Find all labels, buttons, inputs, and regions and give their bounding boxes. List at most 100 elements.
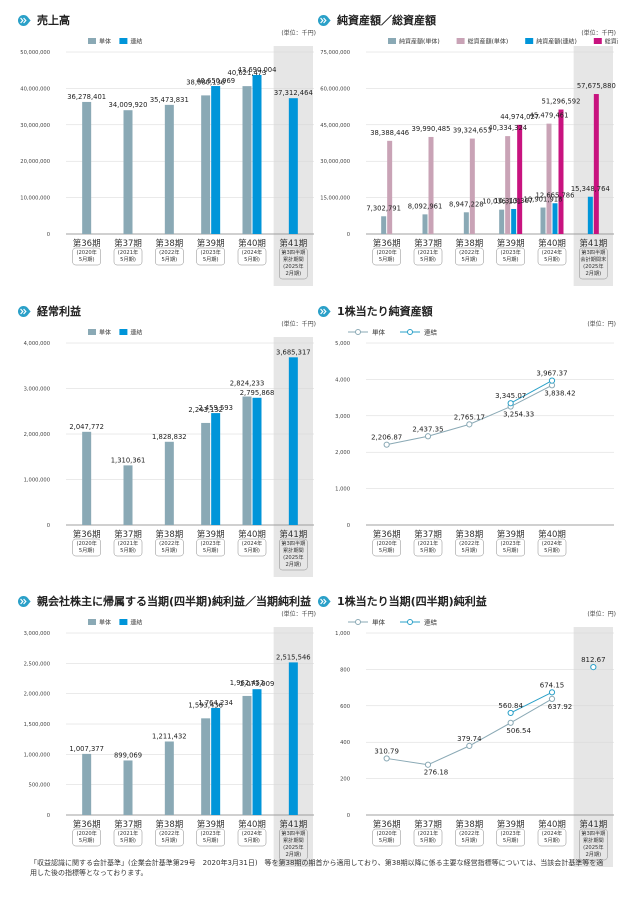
data-label-sales: 37,312,464	[274, 89, 313, 97]
x-tick-label: 第39期	[497, 529, 525, 540]
y-tick-label: 200	[340, 777, 350, 783]
double-chevron-icon	[18, 595, 32, 607]
x-tick-label: 第37期	[414, 819, 442, 830]
footnote: 「収益認識に関する会計基準」(企業会計基準第29号 2020年3月31日) 等を…	[30, 859, 604, 877]
x-tick-bracket	[579, 828, 608, 861]
bar-assets-1-2	[469, 138, 475, 234]
chart-title: 経常利益	[37, 305, 81, 318]
x-tick-sub: 第3四半期	[281, 248, 305, 256]
x-tick-sub: 5月期)	[203, 256, 219, 263]
x-tick-sub: 第3四半期	[281, 829, 305, 837]
x-tick-sub: 5月期)	[503, 256, 519, 263]
x-tick-bracket	[413, 538, 443, 557]
bar-assets-3-3	[517, 124, 523, 234]
x-tick-label-41: 第41期	[579, 819, 607, 830]
panel-sales: 売上高 (単位：千円) 0 10,000,000 20,000,000 30,000,…	[18, 12, 318, 292]
legend-swatch	[119, 619, 128, 625]
x-tick-label: 第36期	[73, 529, 101, 540]
data-label-assets: 44,974,027	[500, 113, 539, 121]
x-tick-sub: (2020年	[76, 539, 96, 547]
data-label-assets: 12,665,786	[536, 191, 575, 199]
x-tick-sub: (2020年	[376, 829, 396, 837]
x-tick-sub: 5月期)	[79, 837, 95, 844]
chart-title: 親会社株主に帰属する当期(四半期)純利益／当期純利益	[37, 595, 312, 608]
x-tick-sub: 第3四半期	[581, 829, 605, 837]
chart-title: 売上高	[37, 14, 70, 27]
legend-swatch	[119, 329, 128, 335]
panel-title: 1株当たり当期(四半期)純利益	[318, 593, 487, 609]
bar-sales-0-1	[123, 110, 133, 234]
x-tick-sub: 5月期)	[461, 256, 477, 263]
bar-sales-1-4	[252, 74, 262, 234]
legend-marker	[407, 619, 413, 625]
bar-sales-0-0	[82, 101, 92, 234]
legend-label: 単体	[372, 328, 386, 337]
point-eps-1-3	[507, 709, 514, 717]
x-tick-sub: 2月期)	[285, 851, 301, 858]
x-tick-bracket	[279, 538, 308, 571]
data-label-assets: 7,302,791	[366, 204, 401, 212]
y-tick-label: 1,000	[335, 487, 350, 493]
x-tick-sub: 5月期)	[161, 256, 177, 263]
panel-title: 経常利益	[18, 303, 81, 319]
y-tick-label: 40,000,000	[20, 86, 50, 92]
y-tick-label: 15,000,000	[320, 196, 350, 202]
data-label-bps: 3,254.33	[503, 411, 534, 419]
x-tick-sub: 累計期間	[583, 836, 604, 844]
legend-swatch	[119, 38, 128, 44]
legend-swatch	[593, 38, 602, 44]
y-tick-label: 0	[47, 813, 50, 819]
x-tick-label-41: 第41期	[579, 238, 607, 249]
y-tick-label: 0	[347, 813, 350, 819]
x-tick-bracket	[72, 538, 101, 557]
y-tick-label: 400	[340, 740, 350, 746]
bar-assets-2-5	[587, 196, 593, 234]
data-label-ordinary: 2,243,132	[188, 406, 223, 414]
bar-assets-2-3	[511, 208, 517, 234]
x-tick-label: 第40期	[538, 819, 566, 830]
bar-ordinary-0-2	[164, 441, 174, 525]
y-tick-label: 1,000,000	[24, 752, 50, 758]
point-bps-1-3	[507, 400, 514, 407]
x-tick-sub: 2月期)	[585, 851, 601, 858]
x-tick-sub: (2023年	[500, 539, 520, 547]
bar-sales-0-2	[164, 104, 174, 235]
chart-title: 1株当たり純資産額	[337, 305, 433, 318]
bar-assets-0-2	[463, 212, 469, 234]
double-chevron-icon	[318, 14, 332, 26]
bar-assets-0-3	[499, 209, 505, 234]
x-tick-sub: (2023年	[200, 248, 220, 256]
bar-assets-3-5	[593, 94, 599, 235]
x-tick-label: 第36期	[373, 819, 401, 830]
x-tick-bracket	[113, 828, 143, 847]
data-label-ordinary: 2,459,593	[198, 404, 233, 412]
legend-marker	[355, 619, 361, 625]
x-tick-bracket	[413, 828, 443, 847]
x-tick-sub: 5月期)	[544, 256, 560, 263]
x-tick-label: 第36期	[73, 238, 101, 249]
x-tick-bracket	[113, 538, 143, 557]
x-tick-sub: (2021年	[418, 248, 438, 256]
bar-ordinary-0-4	[242, 396, 252, 525]
legend-label: 連結	[130, 619, 142, 627]
bar-assets-1-0	[387, 140, 393, 234]
bar-netincome-1-3	[211, 707, 221, 815]
point-eps-0-4	[548, 695, 556, 702]
y-tick-label: 0	[47, 523, 50, 529]
x-tick-sub: (2022年	[159, 539, 179, 547]
x-tick-sub: (2020年	[376, 539, 396, 547]
x-tick-label: 第38期	[155, 819, 183, 830]
x-tick-sub: (2024年	[242, 248, 262, 256]
chart-bps: 01,0002,0003,0004,0005,000第36期(2020年5月期)…	[335, 328, 614, 557]
legend-label: 連結	[130, 38, 142, 46]
legend-label: 連結	[130, 329, 142, 337]
x-tick-label: 第36期	[373, 238, 401, 249]
y-tick-label: 30,000,000	[320, 159, 350, 165]
data-label-netincome: 2,073,909	[240, 680, 275, 688]
x-tick-sub: (2022年	[459, 829, 479, 837]
x-tick-label: 第38期	[455, 529, 483, 540]
x-tick-label-41: 第41期	[279, 529, 307, 540]
data-label-bps: 3,838.42	[544, 389, 575, 397]
data-label-assets: 45,479,461	[530, 112, 569, 120]
point-eps-0-0	[383, 755, 390, 762]
